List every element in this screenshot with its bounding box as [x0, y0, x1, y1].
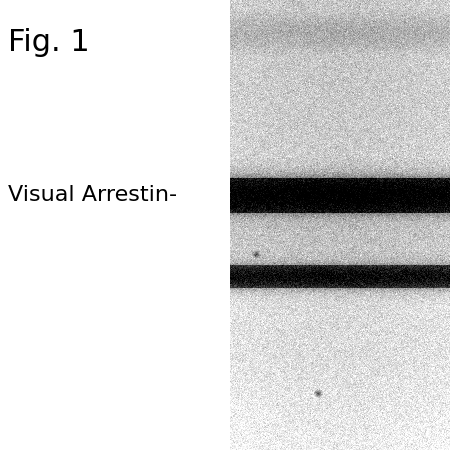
Text: Visual Arrestin-: Visual Arrestin- [8, 185, 177, 205]
Text: Fig. 1: Fig. 1 [8, 28, 90, 57]
